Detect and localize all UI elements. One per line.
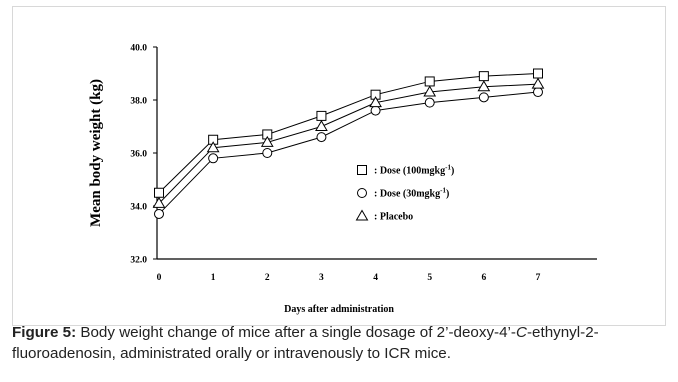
x-tick-label-3: 3	[319, 273, 324, 283]
x-axis-label: Days after administration	[284, 304, 394, 315]
figure-caption: Figure 5: Body weight change of mice aft…	[12, 322, 668, 364]
point-square-day-0	[154, 187, 164, 198]
caption-italic: C	[516, 324, 527, 341]
series-line-triangle	[158, 83, 539, 204]
body-weight-chart: 32.0 34.0 36.0 38.0 40.0 0 1 2 3 4 5 6 7 Mean body we…	[88, 44, 597, 315]
point-circle-day-1	[208, 153, 219, 164]
point-triangle-day-0	[152, 196, 166, 208]
point-circle-day-7	[533, 87, 543, 98]
point-triangle-day-3	[315, 120, 328, 131]
point-circle-day-2	[262, 148, 273, 158]
x-tick-label-0: 0	[157, 273, 162, 283]
series-line-circle	[158, 91, 539, 215]
y-tick-label-1: 34.0	[130, 203, 147, 213]
point-circle-day-3	[316, 132, 327, 143]
y-tick-label-0: 32.0	[130, 256, 147, 266]
point-circle-day-4	[370, 105, 381, 116]
point-square-day-3	[316, 110, 327, 121]
legend-marker-circle	[357, 188, 367, 198]
legend-marker-square	[357, 165, 367, 175]
legend-label-triangle: : Placebo	[374, 212, 413, 223]
point-square-day-5	[424, 76, 435, 87]
x-tick-label-4: 4	[373, 273, 378, 283]
caption-text-2: -ethynyl-2-fluoroadenosin, administrated…	[12, 324, 599, 362]
x-tick-label-2: 2	[265, 273, 270, 283]
legend-label-circle: : Dose (30mgkg-1)	[374, 187, 449, 200]
x-tick-label-7: 7	[536, 273, 541, 283]
point-triangle-day-2	[260, 135, 274, 147]
legend-marker-triangle	[355, 209, 369, 221]
caption-text-1: Body weight change of mice after a singl…	[76, 324, 516, 341]
caption-label: Figure 5:	[12, 324, 77, 341]
series-line-square	[158, 73, 539, 194]
x-tick-label-6: 6	[481, 273, 486, 283]
legend-label-square: : Dose (100mgkg-1)	[374, 164, 454, 177]
point-triangle-day-6	[477, 80, 491, 92]
point-circle-day-0	[154, 208, 164, 219]
point-circle-day-6	[478, 92, 489, 103]
point-triangle-day-1	[206, 141, 220, 153]
point-triangle-day-7	[531, 77, 545, 89]
y-tick-label-3: 38.0	[130, 97, 147, 107]
point-triangle-day-5	[423, 85, 437, 97]
x-tick-label-5: 5	[427, 273, 432, 283]
point-triangle-day-4	[369, 96, 382, 108]
y-tick-label-2: 36.0	[130, 150, 147, 160]
y-tick-label-4: 40.0	[130, 44, 147, 54]
point-square-day-6	[478, 71, 489, 82]
figure-frame: 32.0 34.0 36.0 38.0 40.0 0 1 2 3 4 5 6 7 Mean body we…	[12, 6, 666, 326]
y-axis-label: Mean body weight (kg)	[88, 79, 104, 227]
point-square-day-7	[533, 68, 543, 79]
x-tick-label-1: 1	[211, 273, 216, 283]
point-circle-day-5	[424, 97, 435, 108]
